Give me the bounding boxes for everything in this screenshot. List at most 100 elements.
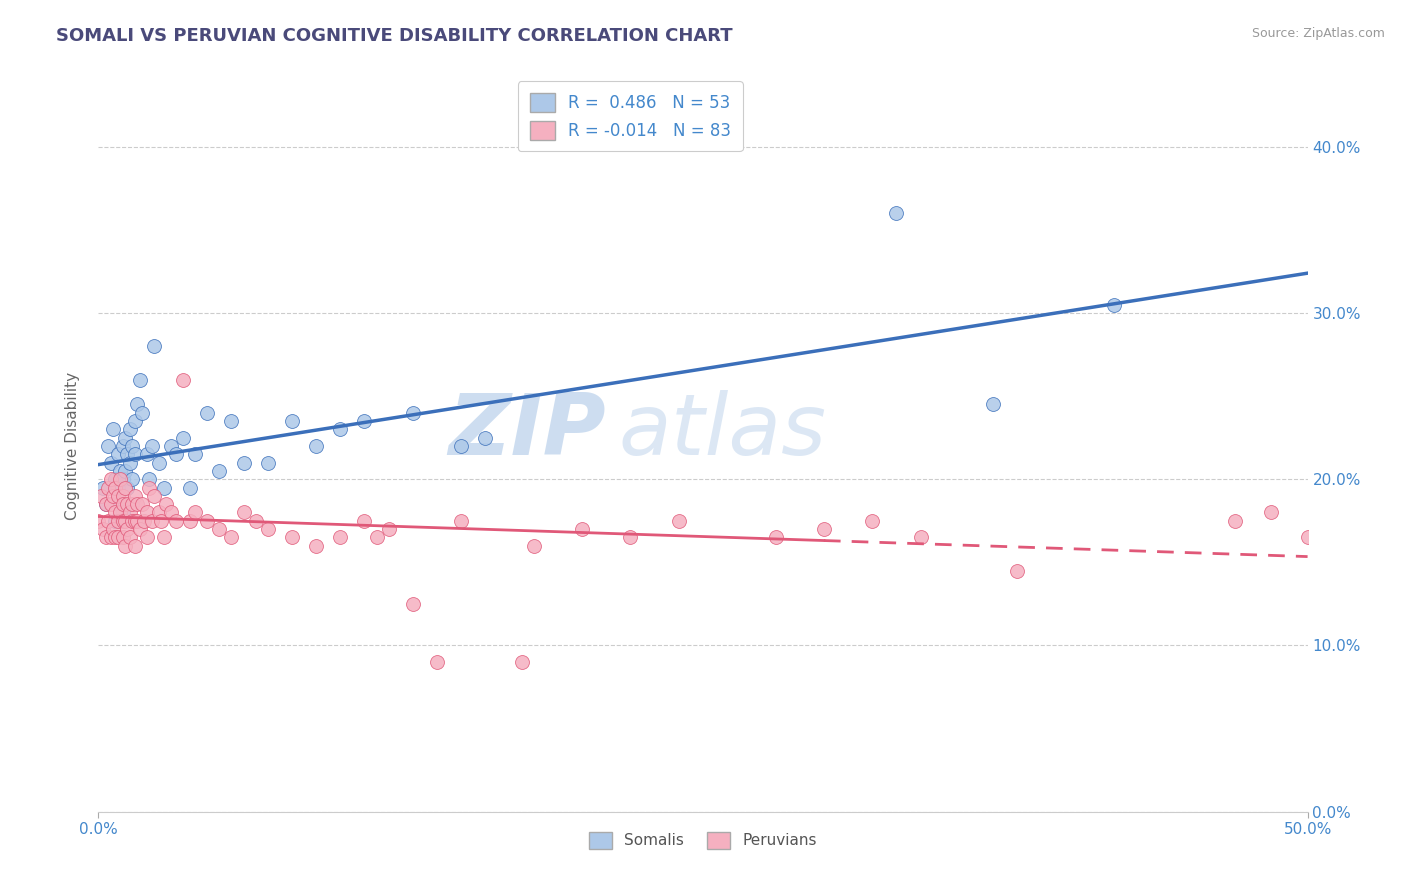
Point <box>100 497 122 511</box>
Point <box>111 514 134 528</box>
Point <box>124 514 146 528</box>
Point <box>353 514 375 528</box>
Point <box>184 506 207 520</box>
Point <box>150 514 173 528</box>
Point <box>155 497 177 511</box>
Point <box>117 497 139 511</box>
Point <box>118 456 141 470</box>
Point <box>111 439 134 453</box>
Point <box>121 497 143 511</box>
Point <box>138 481 160 495</box>
Point <box>366 530 388 544</box>
Point <box>377 522 399 536</box>
Point <box>101 489 124 503</box>
Point <box>813 522 835 536</box>
Point <box>97 439 120 453</box>
Point <box>981 397 1004 411</box>
Point <box>94 530 117 544</box>
Point <box>165 514 187 528</box>
Point <box>886 206 908 220</box>
Point <box>118 530 141 544</box>
Point <box>860 514 883 528</box>
Point <box>107 447 129 461</box>
Point <box>104 514 127 528</box>
Point <box>571 522 593 536</box>
Point <box>668 514 690 528</box>
Point <box>117 447 139 461</box>
Point <box>135 506 157 520</box>
Point <box>108 497 131 511</box>
Point <box>184 447 207 461</box>
Point <box>134 514 156 528</box>
Point <box>104 481 127 495</box>
Point <box>353 414 375 428</box>
Point <box>131 497 153 511</box>
Text: ZIP: ZIP <box>449 390 606 473</box>
Point <box>256 456 278 470</box>
Point <box>111 472 134 486</box>
Point <box>910 530 932 544</box>
Point <box>195 406 218 420</box>
Point <box>179 481 201 495</box>
Point <box>127 514 149 528</box>
Point <box>124 489 146 503</box>
Point <box>107 481 129 495</box>
Point <box>510 655 533 669</box>
Point <box>111 489 134 503</box>
Point <box>329 422 352 436</box>
Point <box>90 489 112 503</box>
Point <box>121 514 143 528</box>
Point <box>100 456 122 470</box>
Point <box>256 522 278 536</box>
Point <box>402 597 425 611</box>
Point <box>114 431 136 445</box>
Point <box>1223 514 1246 528</box>
Point <box>152 481 174 495</box>
Point <box>111 497 134 511</box>
Point <box>117 481 139 495</box>
Point <box>121 472 143 486</box>
Text: atlas: atlas <box>619 390 827 473</box>
Point <box>221 414 243 428</box>
Point <box>148 506 170 520</box>
Point <box>114 539 136 553</box>
Point <box>143 339 166 353</box>
Point <box>450 439 472 453</box>
Point <box>179 514 201 528</box>
Point <box>426 655 449 669</box>
Point <box>329 530 352 544</box>
Point <box>1296 530 1319 544</box>
Point <box>165 447 187 461</box>
Point <box>101 422 124 436</box>
Point <box>111 506 134 520</box>
Point <box>100 472 122 486</box>
Point <box>104 472 127 486</box>
Point <box>118 506 141 520</box>
Point <box>127 397 149 411</box>
Point <box>232 506 254 520</box>
Point <box>107 489 129 503</box>
Point <box>124 447 146 461</box>
Point <box>1102 298 1125 312</box>
Point <box>91 522 114 536</box>
Point <box>108 472 131 486</box>
Point <box>141 439 163 453</box>
Point <box>91 481 114 495</box>
Point <box>1007 564 1029 578</box>
Text: Source: ZipAtlas.com: Source: ZipAtlas.com <box>1251 27 1385 40</box>
Point <box>128 522 150 536</box>
Point <box>104 506 127 520</box>
Point <box>121 439 143 453</box>
Point <box>107 530 129 544</box>
Point <box>152 530 174 544</box>
Point <box>114 464 136 478</box>
Point <box>114 514 136 528</box>
Y-axis label: Cognitive Disability: Cognitive Disability <box>65 372 80 520</box>
Point <box>138 472 160 486</box>
Point <box>87 514 110 528</box>
Point <box>208 522 231 536</box>
Point <box>97 481 120 495</box>
Point <box>208 464 231 478</box>
Point <box>118 422 141 436</box>
Point <box>108 506 131 520</box>
